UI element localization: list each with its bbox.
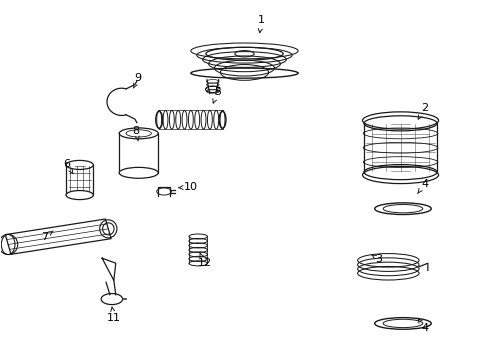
Text: 7: 7 [41,231,53,242]
Text: 5: 5 [212,87,221,103]
Ellipse shape [66,190,93,199]
Text: 9: 9 [133,73,142,88]
Text: 11: 11 [106,307,121,323]
Text: 12: 12 [197,253,211,268]
Text: 3: 3 [371,254,381,264]
Text: 6: 6 [63,159,73,174]
Text: 8: 8 [132,126,140,141]
Text: 4: 4 [417,179,427,194]
Text: 1: 1 [258,15,264,33]
Ellipse shape [119,167,158,178]
Text: 10: 10 [178,182,198,192]
Text: 4: 4 [417,319,427,333]
Text: 2: 2 [417,103,427,119]
